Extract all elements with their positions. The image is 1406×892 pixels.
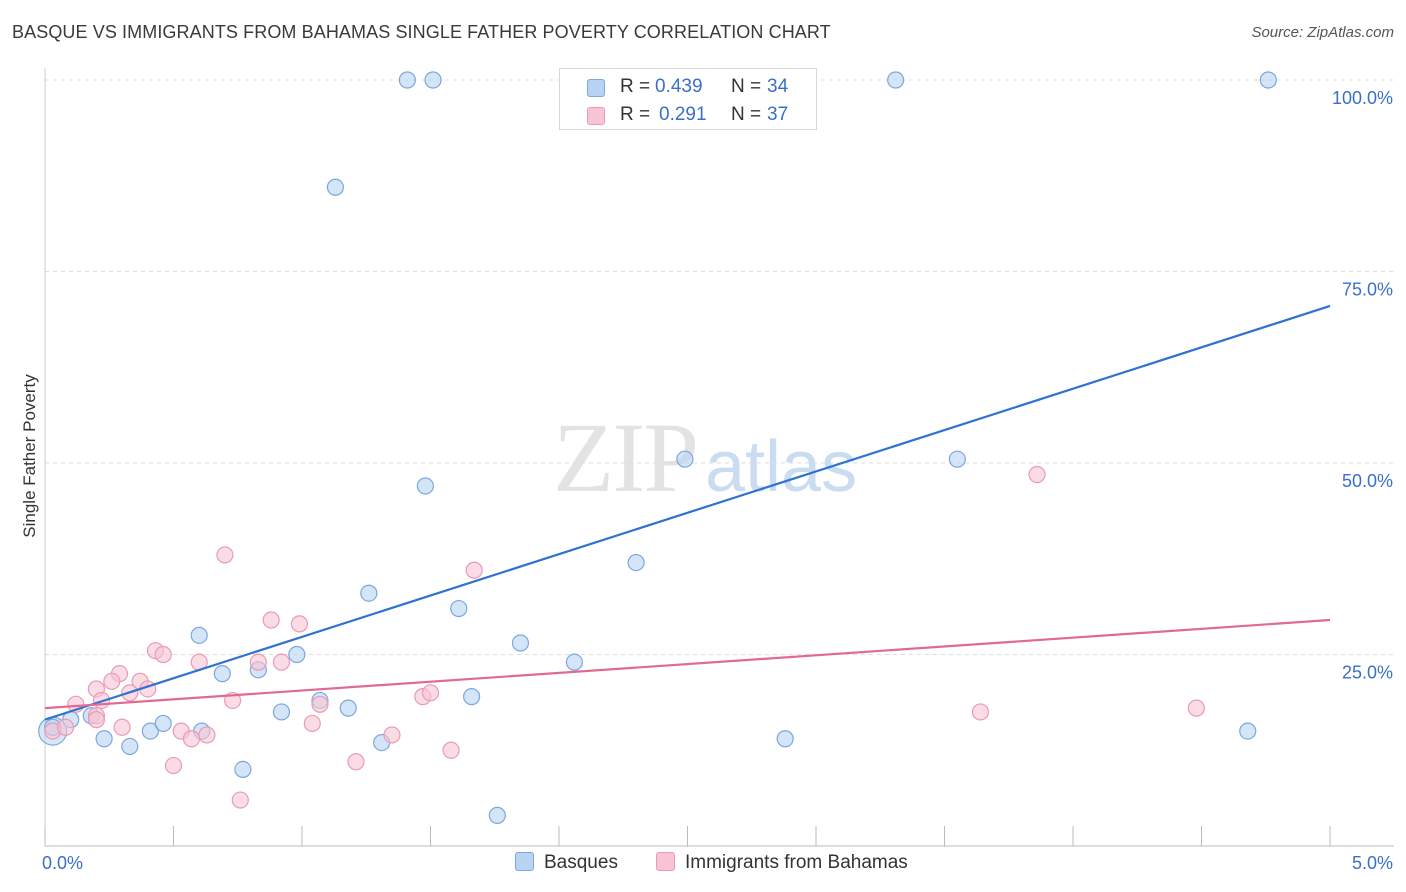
bahamas-point <box>465 561 483 579</box>
basque-point <box>234 760 252 779</box>
bahamas-point <box>216 546 234 564</box>
bottom-legend-swatch-pink <box>656 852 675 871</box>
bahamas-point <box>113 718 131 736</box>
basque-point <box>398 71 416 89</box>
bahamas-point <box>262 611 280 629</box>
legend-row-bahamas: R = 0.291 N = 37 <box>560 100 816 130</box>
basque-point <box>424 71 442 89</box>
legend-r-label: R = <box>620 104 651 125</box>
bahamas-point <box>182 730 201 748</box>
y-tick-label: 75.0% <box>1342 280 1393 300</box>
bottom-legend-label: Basques <box>544 852 618 873</box>
bahamas-point <box>198 726 216 744</box>
bahamas-point <box>249 653 267 671</box>
x-tick-label: 5.0% <box>1352 853 1393 873</box>
y-tick-label: 50.0% <box>1342 471 1393 491</box>
legend-n-value: 37 <box>767 104 789 125</box>
bahamas-point <box>311 695 329 713</box>
source-label: Source: ZipAtlas.com <box>1251 24 1394 41</box>
bahamas-point <box>383 726 401 744</box>
bahamas-point <box>272 653 291 671</box>
basque-point <box>1239 722 1257 740</box>
bahamas-point <box>290 615 309 633</box>
bahamas-trend-line <box>44 618 1331 710</box>
legend-swatch-pink <box>587 107 605 125</box>
bahamas-point <box>347 753 365 771</box>
bahamas-point <box>303 714 321 733</box>
y-axis-label: Single Father Poverty <box>20 374 39 538</box>
basque-point <box>326 178 345 196</box>
bottom-legend-basques: Basques <box>515 852 618 874</box>
basque-point <box>887 71 905 89</box>
basque-point <box>416 477 434 495</box>
y-tick-label: 25.0% <box>1342 663 1393 683</box>
basque-point <box>141 722 159 740</box>
bahamas-point <box>421 684 440 702</box>
basque-point <box>1259 71 1277 89</box>
watermark-zip: ZIP <box>553 402 699 513</box>
basque-point <box>463 688 481 706</box>
bahamas-point <box>442 741 460 759</box>
basque-point <box>339 699 357 717</box>
legend-n-label: N = <box>731 76 762 97</box>
basque-point <box>272 703 291 721</box>
y-tick-label: 100.0% <box>1332 88 1393 108</box>
basque-point <box>776 730 794 748</box>
legend-row-basques: R = 0.439 N = 34 <box>560 72 816 102</box>
bahamas-point <box>231 791 249 809</box>
basque-point <box>154 714 172 733</box>
basque-point <box>213 665 231 683</box>
legend-n-value: 34 <box>767 76 789 97</box>
basque-point <box>565 653 584 671</box>
chart-title: BASQUE VS IMMIGRANTS FROM BAHAMAS SINGLE… <box>12 22 831 42</box>
bahamas-point <box>87 711 106 729</box>
bahamas-point <box>56 718 75 736</box>
bahamas-point <box>971 703 990 721</box>
basque-point <box>450 599 468 618</box>
legend-swatch-blue <box>587 79 605 97</box>
basque-point <box>511 634 530 652</box>
basque-point <box>121 737 139 756</box>
basque-point <box>948 450 966 468</box>
bottom-legend-label: Immigrants from Bahamas <box>685 852 908 873</box>
basque-trend-line <box>44 304 1331 721</box>
bahamas-point <box>103 672 121 690</box>
legend-r-value: 0.439 <box>655 76 703 97</box>
bahamas-point <box>154 645 172 664</box>
basque-point <box>488 806 506 824</box>
stats-legend: R = 0.439 N = 34 R = 0.291 N = 37 <box>559 68 817 130</box>
bottom-legend-swatch-blue <box>515 852 534 871</box>
legend-r-value: 0.291 <box>659 104 707 125</box>
basque-point <box>676 450 694 468</box>
legend-r-label: R = <box>620 76 651 97</box>
x-tick-label: 0.0% <box>42 853 83 873</box>
bahamas-point <box>1187 699 1205 717</box>
basque-point <box>360 584 378 602</box>
basque-point <box>627 553 645 572</box>
basque-point <box>95 730 113 748</box>
legend-n-label: N = <box>731 104 762 125</box>
bahamas-point <box>1028 465 1046 484</box>
basque-point <box>288 645 306 664</box>
bahamas-point <box>164 756 183 775</box>
bottom-legend-bahamas: Immigrants from Bahamas <box>656 852 908 874</box>
basque-point <box>190 626 208 644</box>
